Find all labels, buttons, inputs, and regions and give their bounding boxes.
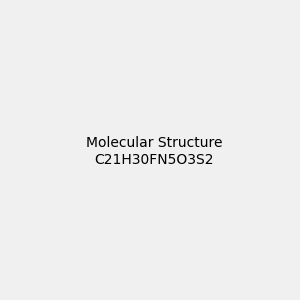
Text: Molecular Structure
C21H30FN5O3S2: Molecular Structure C21H30FN5O3S2 — [85, 136, 222, 166]
